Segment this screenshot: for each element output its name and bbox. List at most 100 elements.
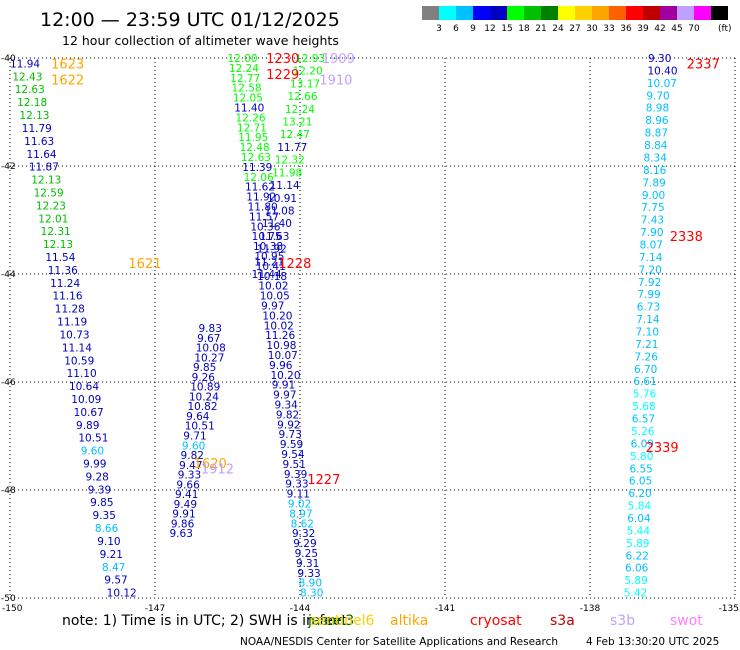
wave-height-point: 10.67 bbox=[74, 407, 104, 419]
wave-height-point: 7.26 bbox=[635, 351, 659, 363]
y-tick-label: -48 bbox=[1, 486, 16, 496]
wave-height-point: 9.82 bbox=[181, 450, 204, 462]
wave-height-point: 9.25 bbox=[295, 548, 318, 560]
wave-height-point: 5.80 bbox=[630, 451, 653, 463]
wave-height-point: 6.20 bbox=[628, 488, 651, 500]
x-tick-label: -147 bbox=[145, 604, 165, 614]
wave-height-point: 11.16 bbox=[52, 291, 82, 303]
x-tick-label: -150 bbox=[2, 604, 23, 614]
wave-height-point: 12.00 bbox=[228, 53, 258, 65]
wave-height-point: 10.05 bbox=[260, 291, 290, 303]
wave-height-point: 11.87 bbox=[29, 162, 59, 174]
wave-height-point: 5.89 bbox=[624, 575, 647, 587]
scale-unit: (ft) bbox=[718, 24, 732, 34]
wave-height-point: 6.22 bbox=[626, 550, 649, 562]
wave-height-point: 10.91 bbox=[267, 193, 297, 205]
wave-height-point: 12.58 bbox=[232, 83, 262, 95]
x-tick-label: -135 bbox=[719, 604, 739, 614]
wave-height-point: 8.96 bbox=[645, 115, 669, 127]
wave-height-point: 12.32 bbox=[275, 155, 305, 167]
wave-height-point: 10.73 bbox=[60, 329, 90, 341]
wave-height-point: 12.23 bbox=[36, 200, 66, 212]
wave-height-point: 10.59 bbox=[64, 355, 94, 367]
wave-height-point: 9.83 bbox=[199, 323, 222, 335]
wave-height-point: 11.26 bbox=[265, 330, 295, 342]
wave-height-point: 9.02 bbox=[288, 499, 311, 511]
footnote: note: 1) Time is in UTC; 2) SWH is in fe… bbox=[62, 613, 348, 629]
scale-swatch bbox=[677, 6, 694, 20]
wave-height-point: 12.20 bbox=[293, 66, 323, 78]
wave-height-point: 9.39 bbox=[284, 469, 307, 481]
pass-time-label: 2338 bbox=[670, 230, 703, 245]
wave-height-point: 12.63 bbox=[15, 84, 45, 96]
wave-height-point: 10.64 bbox=[69, 381, 99, 393]
scale-swatch bbox=[456, 6, 473, 20]
wave-height-point: 7.99 bbox=[637, 289, 660, 301]
wave-height-point: 8.98 bbox=[646, 103, 669, 115]
pass-time-label: 1227 bbox=[307, 473, 340, 488]
wave-height-point: 11.24 bbox=[50, 278, 80, 290]
wave-height-point: 9.39 bbox=[88, 484, 111, 496]
wave-height-point: 9.85 bbox=[193, 362, 216, 374]
wave-height-point: 9.31 bbox=[296, 558, 319, 570]
wave-height-point: 12.47 bbox=[280, 129, 310, 141]
scale-swatch bbox=[490, 6, 507, 20]
wave-height-point: 12.26 bbox=[236, 112, 266, 124]
wave-height-point: 12.77 bbox=[230, 73, 260, 85]
wave-height-point: 9.67 bbox=[197, 333, 220, 345]
y-tick-label: -42 bbox=[1, 162, 16, 172]
scale-label: 45 bbox=[671, 24, 682, 34]
scale-swatch bbox=[439, 6, 456, 20]
wave-height-point: 9.70 bbox=[646, 90, 669, 102]
wave-height-point: 9.11 bbox=[287, 489, 310, 501]
wave-height-point: 11.98 bbox=[272, 167, 302, 179]
scale-swatch bbox=[609, 6, 626, 20]
y-tick-label: -44 bbox=[1, 270, 16, 280]
wave-height-point: 11.92 bbox=[257, 244, 287, 256]
wave-height-point: 9.91 bbox=[272, 380, 295, 392]
wave-height-point: 9.54 bbox=[281, 449, 305, 461]
wave-height-point: 12.63 bbox=[241, 152, 271, 164]
wave-height-point: 5.76 bbox=[633, 389, 657, 401]
wave-height-point: 9.86 bbox=[171, 518, 195, 530]
wave-height-point: 7.14 bbox=[639, 252, 663, 264]
wave-height-point: 9.33 bbox=[178, 470, 201, 482]
wave-height-point: 7.90 bbox=[640, 227, 663, 239]
chart-subtitle: 12 hour collection of altimeter wave hei… bbox=[62, 33, 339, 48]
wave-height-point: 9.10 bbox=[97, 536, 120, 548]
wave-height-point: 11.79 bbox=[22, 123, 52, 135]
wave-height-point: 7.20 bbox=[638, 264, 661, 276]
wave-height-point: 11.95 bbox=[238, 132, 268, 144]
wave-height-point: 6.73 bbox=[637, 302, 660, 314]
wave-height-point: 10.12 bbox=[107, 588, 137, 600]
satellite-legend-entry: s3a bbox=[550, 613, 575, 629]
scale-label: 24 bbox=[552, 24, 564, 34]
wave-height-point: 9.47 bbox=[179, 460, 202, 472]
wave-height-point: 9.73 bbox=[279, 429, 302, 441]
pass-time-label: 1620 bbox=[194, 457, 227, 472]
wave-height-point: 8.16 bbox=[643, 165, 667, 177]
scale-label: 6 bbox=[453, 24, 459, 34]
wave-height-point: 11.54 bbox=[45, 252, 75, 264]
credit-line: NOAA/NESDIS Center for Satellite Applica… bbox=[240, 636, 558, 648]
wave-height-point: 8.07 bbox=[640, 239, 663, 251]
wave-height-point: 6.06 bbox=[625, 563, 649, 575]
x-tick-label: -138 bbox=[580, 604, 601, 614]
wave-height-point: 8.97 bbox=[289, 508, 312, 520]
wave-height-point: 9.28 bbox=[85, 471, 108, 483]
satellite-legend-entry: altika bbox=[390, 613, 428, 629]
chart-title: 12:00 — 23:59 UTC 01/12/2025 bbox=[40, 9, 340, 31]
wave-height-point: 5.26 bbox=[631, 426, 655, 438]
satellite-legend-entry: swot bbox=[670, 613, 703, 629]
wave-height-point: 11.92 bbox=[246, 192, 276, 204]
wave-height-point: 10.95 bbox=[254, 251, 284, 263]
wave-height-point: 10.98 bbox=[266, 340, 296, 352]
wave-height-point: 9.26 bbox=[192, 372, 216, 384]
wave-height-point: 9.30 bbox=[648, 53, 671, 65]
wave-height-point: 8.90 bbox=[299, 578, 322, 590]
wave-height-point: 6.61 bbox=[633, 376, 656, 388]
pass-time-label: 2337 bbox=[687, 57, 720, 72]
wave-height-point: 7.75 bbox=[641, 202, 664, 214]
wave-height-point: 10.09 bbox=[71, 394, 101, 406]
scale-label: 18 bbox=[518, 24, 530, 34]
